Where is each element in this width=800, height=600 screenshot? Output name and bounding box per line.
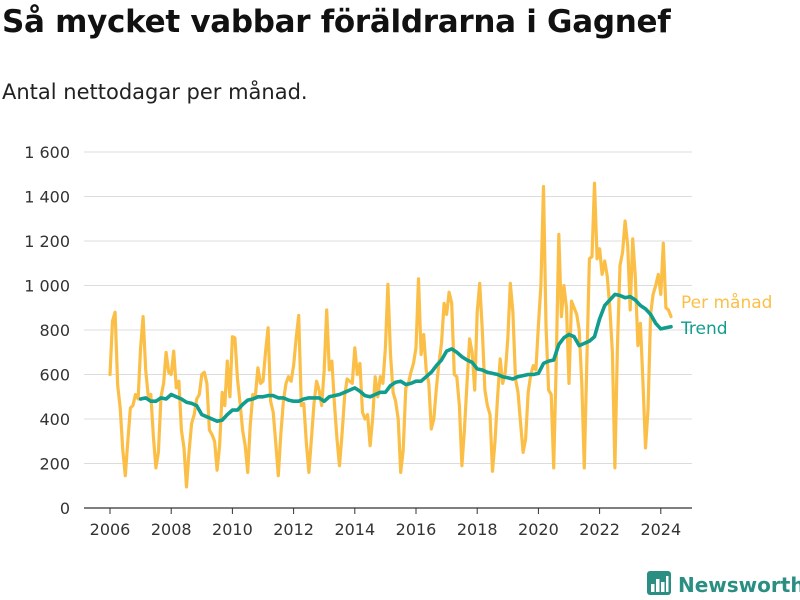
y-tick-label: 200	[39, 455, 70, 474]
y-tick-label: 1 000	[24, 277, 70, 296]
x-tick-label: 2006	[90, 520, 131, 539]
x-tick-label: 2022	[579, 520, 620, 539]
y-tick-label: 1 600	[24, 143, 70, 162]
y-tick-label: 1 400	[24, 188, 70, 207]
y-tick-label: 400	[39, 410, 70, 429]
subtitle: Antal nettodagar per månad.	[2, 80, 308, 104]
x-tick-label: 2012	[273, 520, 314, 539]
bar-chart-icon	[646, 570, 672, 600]
series-labels: Per månad Trend	[680, 292, 772, 339]
series-lines	[108, 181, 673, 489]
y-tick-label: 800	[39, 321, 70, 340]
x-tick-label: 2024	[640, 520, 681, 539]
x-axis: 2006 2008 2010 2012 2014 2016 2018 2020 2022 2024	[90, 508, 681, 539]
series-line-per-manad	[108, 181, 673, 489]
series-label-trend: Trend	[680, 319, 728, 339]
x-tick-label: 2018	[457, 520, 498, 539]
series-label-per-manad: Per månad	[681, 292, 772, 313]
brand-name: Newsworthy	[678, 573, 800, 597]
x-tick-label: 2020	[518, 520, 559, 539]
y-axis: 0 200 400 600 800 1 000 1 200 1 400 1 600	[24, 143, 70, 518]
x-tick-label: 2008	[151, 520, 192, 539]
x-tick-label: 2010	[212, 520, 253, 539]
y-tick-label: 1 200	[24, 232, 70, 251]
x-tick-label: 2016	[396, 520, 437, 539]
grid-lines	[84, 151, 692, 509]
y-tick-label: 600	[39, 366, 70, 385]
x-tick-label: 2014	[334, 520, 375, 539]
brand[interactable]: Newsworthy	[646, 570, 800, 600]
y-tick-label: 0	[60, 499, 70, 518]
series-line-trend	[138, 292, 673, 423]
page-title: Så mycket vabbar föräldrarna i Gagnef	[2, 4, 671, 40]
